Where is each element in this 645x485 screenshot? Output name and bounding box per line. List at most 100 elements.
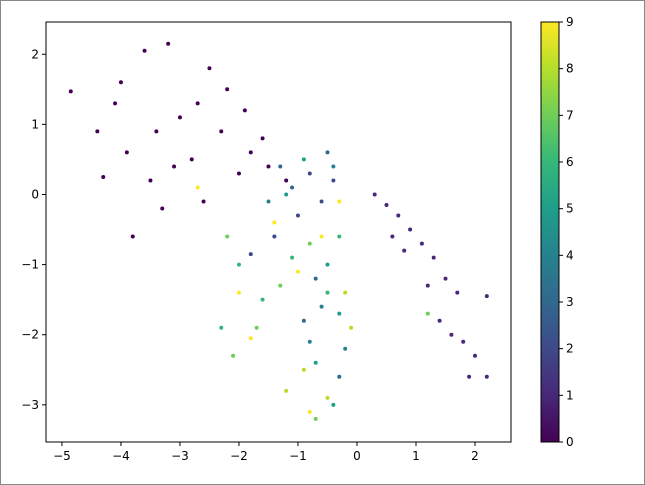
point xyxy=(248,252,253,257)
point xyxy=(325,262,330,267)
point xyxy=(443,276,448,281)
x-tick-label: −2 xyxy=(230,449,248,463)
point xyxy=(272,220,277,225)
point xyxy=(313,416,318,421)
point xyxy=(278,283,283,288)
x-tick-label: 0 xyxy=(353,449,361,463)
point xyxy=(301,367,306,372)
x-tick-label: −3 xyxy=(171,449,189,463)
point xyxy=(148,178,153,183)
point xyxy=(337,374,342,379)
point xyxy=(337,311,342,316)
point xyxy=(236,262,241,267)
y-tick-label: 2 xyxy=(31,47,39,61)
point xyxy=(254,325,259,330)
point xyxy=(484,294,489,299)
colorbar-tick-label: 3 xyxy=(566,295,574,309)
colorbar xyxy=(540,21,560,443)
point xyxy=(142,48,147,53)
point xyxy=(113,101,118,106)
point xyxy=(325,290,330,295)
point xyxy=(118,80,123,85)
x-tick-label: 1 xyxy=(412,449,420,463)
point xyxy=(124,150,129,155)
point xyxy=(396,213,401,218)
point xyxy=(248,150,253,155)
colorbar-tick-label: 1 xyxy=(566,388,574,402)
point xyxy=(207,66,212,71)
colorbar-tick-label: 0 xyxy=(566,435,574,449)
colorbar-tick-label: 2 xyxy=(566,342,574,356)
point xyxy=(408,227,413,232)
point xyxy=(390,234,395,239)
point xyxy=(225,234,230,239)
point xyxy=(160,206,165,211)
point xyxy=(295,269,300,274)
point xyxy=(248,336,253,341)
colorbar-tick-label: 7 xyxy=(566,108,574,122)
point xyxy=(236,171,241,176)
point xyxy=(455,290,460,295)
point xyxy=(177,115,182,120)
point xyxy=(307,171,312,176)
point xyxy=(307,339,312,344)
point xyxy=(242,108,247,113)
point xyxy=(272,234,277,239)
point xyxy=(313,276,318,281)
point xyxy=(101,174,106,179)
point xyxy=(337,234,342,239)
point xyxy=(301,157,306,162)
point xyxy=(307,409,312,414)
y-tick-label: 0 xyxy=(31,187,39,201)
point xyxy=(95,129,100,134)
point xyxy=(337,199,342,204)
point xyxy=(372,192,377,197)
point xyxy=(290,255,295,260)
point xyxy=(307,241,312,246)
colorbar-tick-label: 9 xyxy=(566,15,574,29)
plot-frame xyxy=(45,21,512,443)
point xyxy=(467,374,472,379)
point xyxy=(431,255,436,260)
point xyxy=(290,185,295,190)
point xyxy=(319,199,324,204)
point xyxy=(278,164,283,169)
y-tick-label: 1 xyxy=(31,117,39,131)
point xyxy=(425,311,430,316)
x-tick-label: −5 xyxy=(53,449,71,463)
point xyxy=(295,213,300,218)
point xyxy=(325,395,330,400)
point xyxy=(301,318,306,323)
colorbar-tick-label: 6 xyxy=(566,155,574,169)
point xyxy=(195,185,200,190)
point xyxy=(343,290,348,295)
point xyxy=(319,304,324,309)
point xyxy=(219,129,224,134)
point xyxy=(68,89,73,94)
x-tick-label: 2 xyxy=(471,449,479,463)
point xyxy=(437,318,442,323)
point xyxy=(260,297,265,302)
point xyxy=(384,203,389,208)
y-tick-label: −3 xyxy=(21,398,39,412)
point xyxy=(402,248,407,253)
point xyxy=(449,332,454,337)
point xyxy=(425,283,430,288)
point xyxy=(236,290,241,295)
colorbar-tick-label: 8 xyxy=(566,62,574,76)
point xyxy=(484,374,489,379)
point xyxy=(130,234,135,239)
y-tick-label: −1 xyxy=(21,258,39,272)
point xyxy=(219,325,224,330)
point xyxy=(331,164,336,169)
point xyxy=(266,199,271,204)
point xyxy=(231,353,236,358)
point xyxy=(461,339,466,344)
point xyxy=(349,325,354,330)
point xyxy=(473,353,478,358)
point xyxy=(172,164,177,169)
point xyxy=(201,199,206,204)
colorbar-tick-label: 4 xyxy=(566,248,574,262)
point xyxy=(325,150,330,155)
point xyxy=(195,101,200,106)
